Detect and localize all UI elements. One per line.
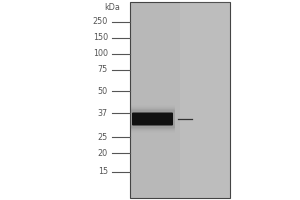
FancyBboxPatch shape (132, 112, 173, 126)
Text: 250: 250 (93, 18, 108, 26)
Text: 20: 20 (98, 148, 108, 158)
Bar (130, 2, 230, 198)
Text: 37: 37 (98, 108, 108, 117)
Text: 15: 15 (98, 168, 108, 176)
Bar (180, 2, 230, 198)
Text: kDa: kDa (104, 3, 120, 12)
Text: 50: 50 (98, 86, 108, 96)
FancyBboxPatch shape (130, 108, 175, 130)
Text: 100: 100 (93, 49, 108, 58)
FancyBboxPatch shape (130, 110, 175, 129)
Text: 150: 150 (93, 33, 108, 43)
Text: 25: 25 (98, 132, 108, 142)
Text: 75: 75 (98, 66, 108, 74)
